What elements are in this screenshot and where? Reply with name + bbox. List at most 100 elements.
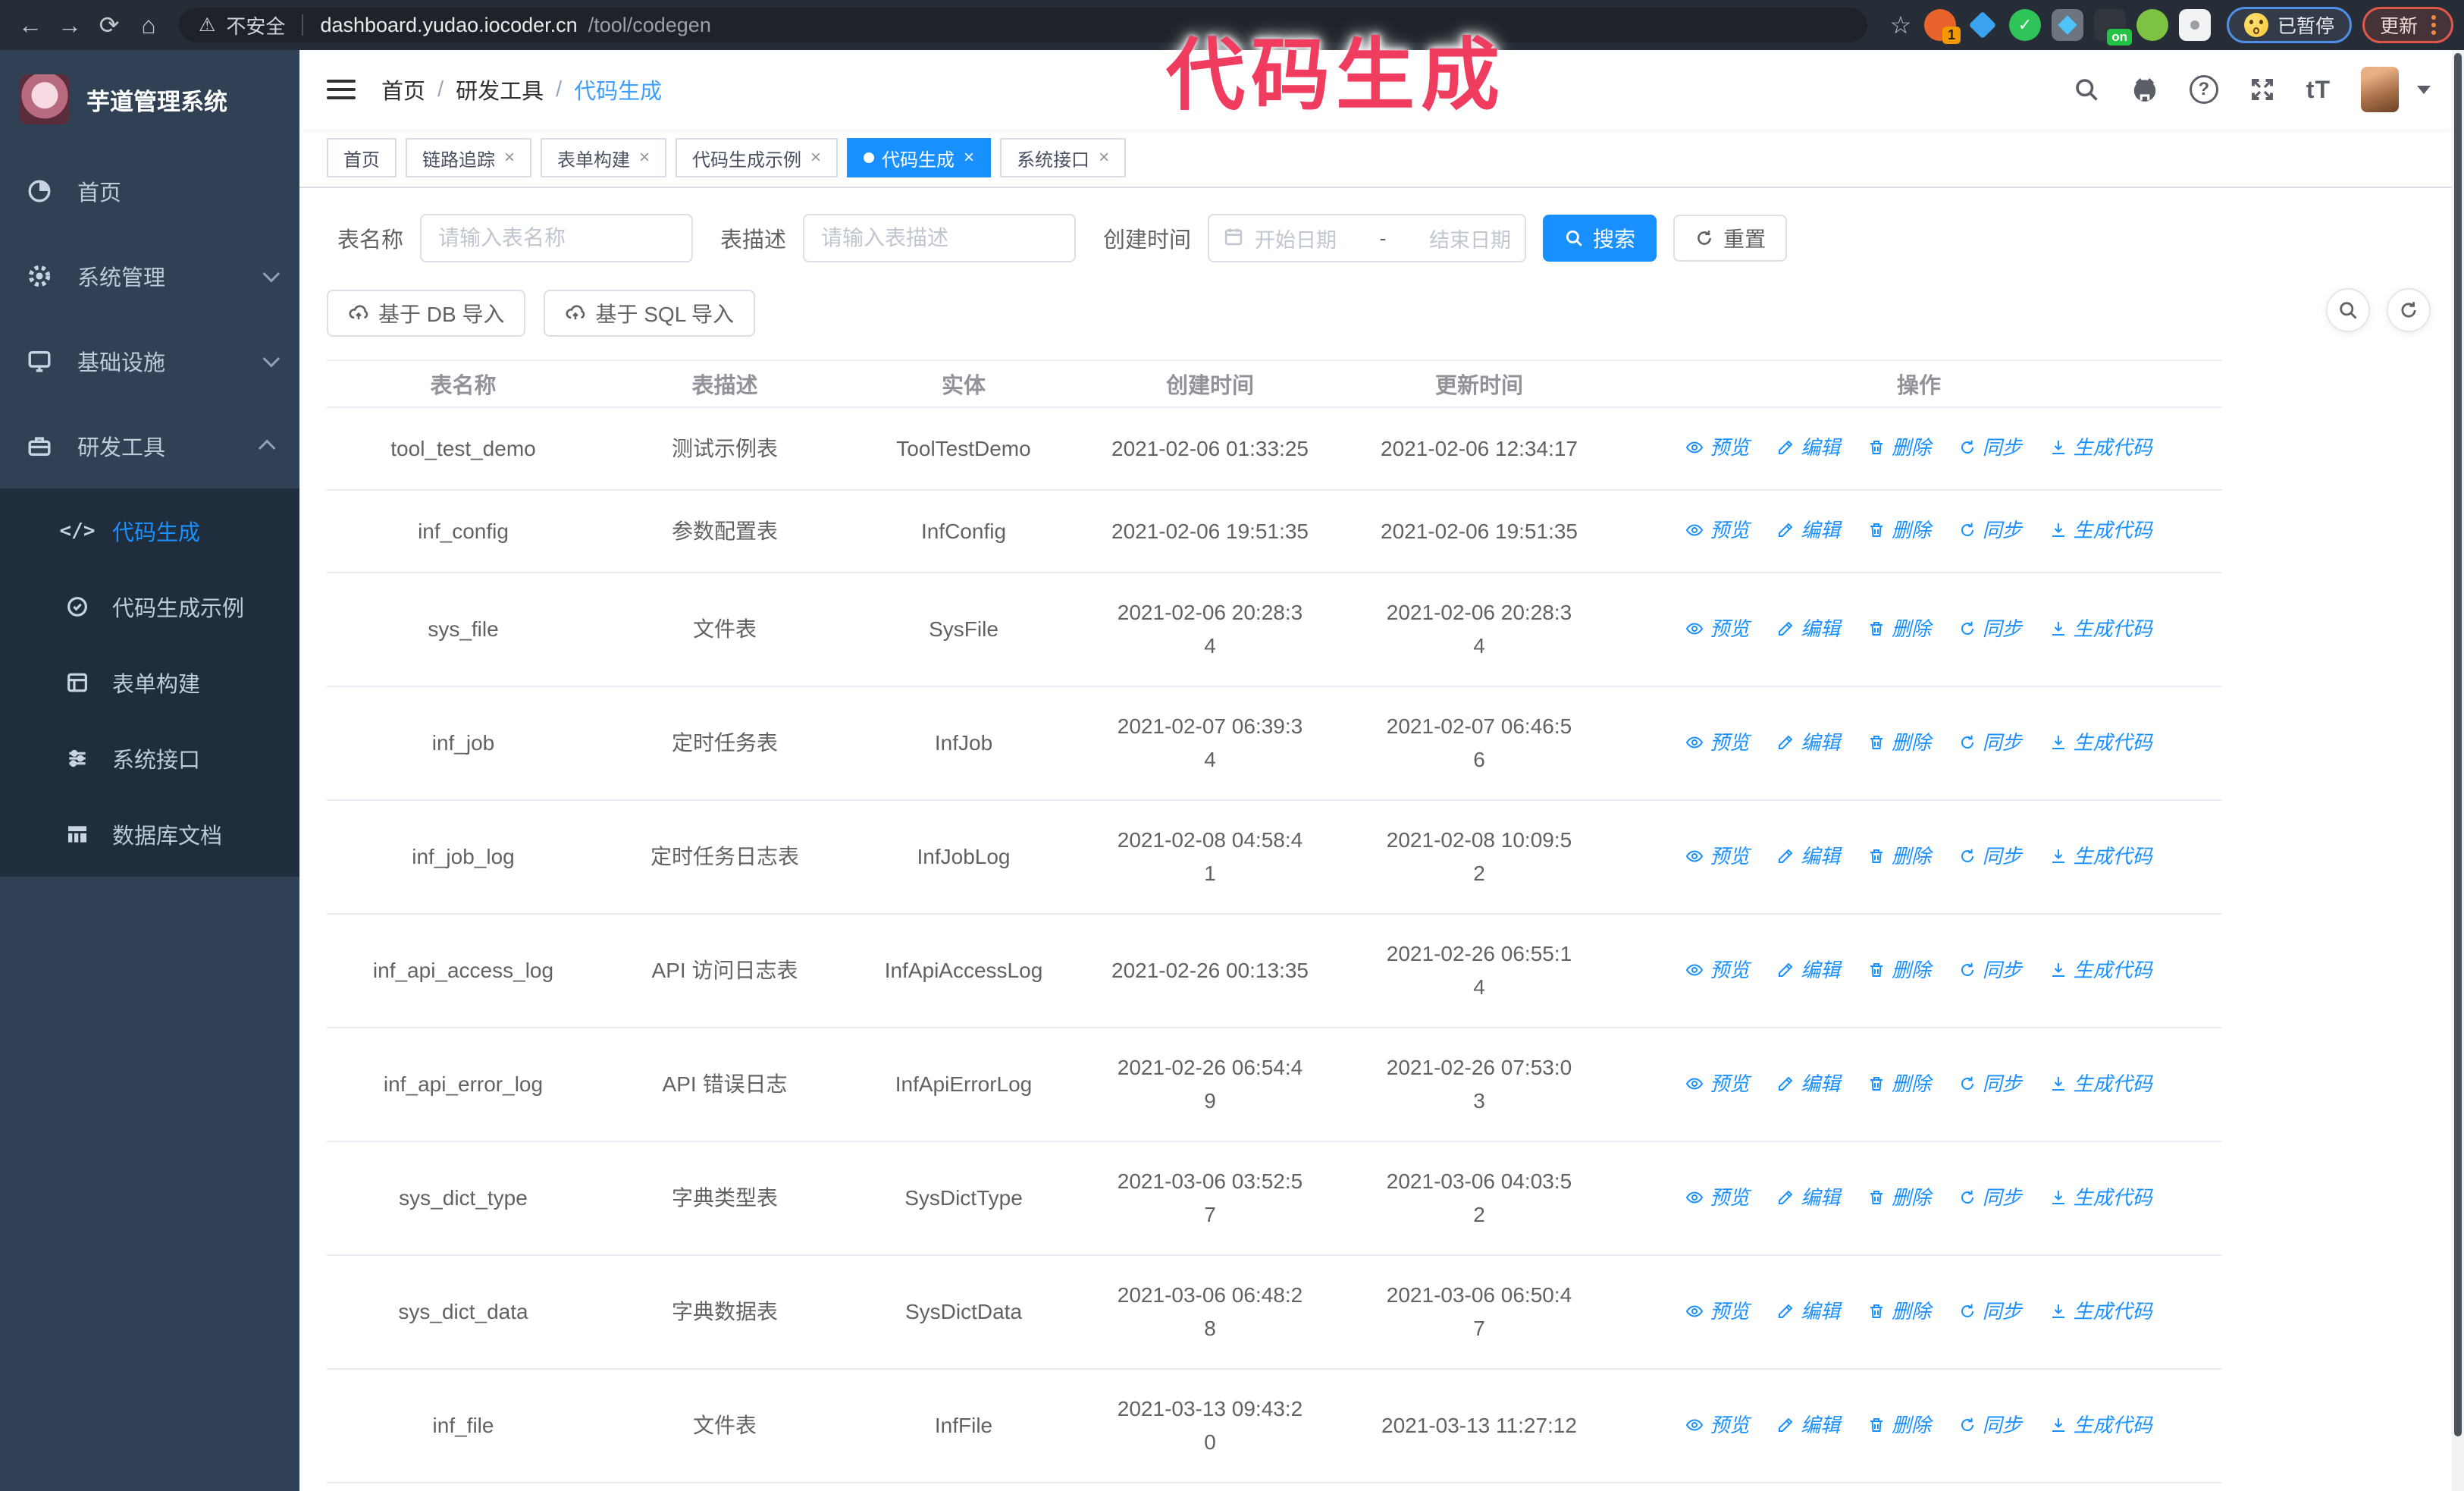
sync-link[interactable]: 同步 [1958,953,2022,987]
bookmark-star-icon[interactable]: ☆ [1889,11,1912,39]
preview-link[interactable]: 预览 [1685,431,1749,464]
sync-link[interactable]: 同步 [1958,840,2022,873]
sidebar-item-infra[interactable]: 基础设施 [0,319,299,403]
delete-link[interactable]: 删除 [1867,431,1931,464]
delete-link[interactable]: 删除 [1867,1067,1931,1100]
preview-link[interactable]: 预览 [1685,612,1749,645]
preview-link[interactable]: 预览 [1685,1408,1749,1442]
hamburger-icon[interactable] [327,80,356,99]
update-chrome-pill[interactable]: 更新 [2362,7,2453,43]
generate-code-link[interactable]: 生成代码 [2049,953,2152,987]
preview-link[interactable]: 预览 [1685,953,1749,987]
home-icon[interactable]: ⌂ [141,11,156,39]
edit-link[interactable]: 编辑 [1776,726,1840,759]
vertical-scrollbar-track[interactable] [2452,50,2464,1491]
toggle-search-button[interactable] [2326,288,2370,332]
generate-code-link[interactable]: 生成代码 [2049,1181,2152,1214]
refresh-button[interactable] [2387,288,2431,332]
delete-link[interactable]: 删除 [1867,513,1931,547]
edit-link[interactable]: 编辑 [1776,513,1840,547]
preview-link[interactable]: 预览 [1685,1067,1749,1100]
vertical-scrollbar-thumb[interactable] [2454,53,2462,1436]
delete-link[interactable]: 删除 [1867,726,1931,759]
tab[interactable]: 链路追踪 × [406,138,532,177]
extension-icon-puzzle[interactable] [2178,9,2211,41]
delete-link[interactable]: 删除 [1867,1181,1931,1214]
extension-icon-orange[interactable]: 1 [1923,9,1961,44]
tab-close-icon[interactable]: × [810,147,822,168]
delete-link[interactable]: 删除 [1867,953,1931,987]
sync-link[interactable]: 同步 [1958,431,2022,464]
tab-close-icon[interactable]: × [1099,147,1110,168]
reload-icon[interactable]: ⟳ [99,11,120,39]
table-name-input[interactable] [420,214,694,262]
chrome-menu-icon[interactable] [2431,15,2436,35]
extension-icon-dark[interactable]: on [2093,9,2132,46]
sync-link[interactable]: 同步 [1958,726,2022,759]
extension-icon-shield[interactable]: ✓ [2008,9,2041,41]
import-db-button[interactable]: 基于 DB 导入 [327,290,526,337]
edit-link[interactable]: 编辑 [1776,612,1840,645]
tab[interactable]: 代码生成 × [847,138,992,177]
tab[interactable]: 系统接口 × [1000,138,1127,177]
sync-link[interactable]: 同步 [1958,513,2022,547]
edit-link[interactable]: 编辑 [1776,840,1840,873]
generate-code-link[interactable]: 生成代码 [2049,513,2152,547]
sidebar-item-codegen[interactable]: </> 代码生成 [0,493,299,569]
sidebar-item-home[interactable]: 首页 [0,149,299,234]
sync-link[interactable]: 同步 [1958,1181,2022,1214]
app-logo-row[interactable]: 芋道管理系统 [0,50,299,149]
preview-link[interactable]: 预览 [1685,726,1749,759]
search-icon[interactable] [2073,76,2100,103]
preview-link[interactable]: 预览 [1685,1295,1749,1328]
breadcrumb-devtools[interactable]: 研发工具 [456,80,544,104]
generate-code-link[interactable]: 生成代码 [2049,840,2152,873]
extension-icon-green[interactable] [2136,9,2168,41]
sync-link[interactable]: 同步 [1958,612,2022,645]
paused-profile-pill[interactable]: 已暂停 [2226,7,2352,43]
sidebar-item-form-builder[interactable]: 表单构建 [0,645,299,720]
edit-link[interactable]: 编辑 [1776,953,1840,987]
sidebar-item-db-doc[interactable]: 数据库文档 [0,796,299,872]
tab[interactable]: 表单构建 × [541,138,667,177]
generate-code-link[interactable]: 生成代码 [2049,431,2152,464]
sidebar-item-devtools[interactable]: 研发工具 [0,403,299,488]
generate-code-link[interactable]: 生成代码 [2049,1408,2152,1442]
tab-close-icon[interactable]: × [639,147,650,168]
sidebar-item-system[interactable]: 系统管理 [0,234,299,319]
sync-link[interactable]: 同步 [1958,1067,2022,1100]
edit-link[interactable]: 编辑 [1776,1181,1840,1214]
delete-link[interactable]: 删除 [1867,1408,1931,1442]
table-desc-input[interactable] [803,214,1077,262]
preview-link[interactable]: 预览 [1685,840,1749,873]
forward-icon[interactable]: → [58,11,82,39]
generate-code-link[interactable]: 生成代码 [2049,612,2152,645]
avatar-caret-icon[interactable] [2417,85,2431,94]
delete-link[interactable]: 删除 [1867,840,1931,873]
back-icon[interactable]: ← [18,11,42,39]
sidebar-item-codegen-demo[interactable]: 代码生成示例 [0,569,299,645]
edit-link[interactable]: 编辑 [1776,1408,1840,1442]
generate-code-link[interactable]: 生成代码 [2049,1295,2152,1328]
font-size-icon[interactable]: tT [2306,75,2331,103]
help-icon[interactable]: ? [2189,75,2218,104]
sidebar-item-api[interactable]: 系统接口 [0,720,299,796]
edit-link[interactable]: 编辑 [1776,1067,1840,1100]
extension-icon-toggles[interactable] [2051,9,2083,41]
import-sql-button[interactable]: 基于 SQL 导入 [544,290,756,337]
tab[interactable]: 代码生成示例 × [676,138,839,177]
fullscreen-icon[interactable] [2249,76,2276,103]
edit-link[interactable]: 编辑 [1776,431,1840,464]
breadcrumb-home[interactable]: 首页 [381,80,426,104]
generate-code-link[interactable]: 生成代码 [2049,726,2152,759]
tab-close-icon[interactable]: × [964,147,975,168]
tab-close-icon[interactable]: × [504,147,516,168]
date-range-picker[interactable]: 开始日期 - 结束日期 [1208,214,1527,262]
sync-link[interactable]: 同步 [1958,1408,2022,1442]
delete-link[interactable]: 删除 [1867,1295,1931,1328]
tab[interactable]: 首页 [327,138,397,177]
address-bar[interactable]: ⚠ 不安全 dashboard.yudao.iocoder.cn/tool/co… [179,8,1867,42]
sync-link[interactable]: 同步 [1958,1295,2022,1328]
github-icon[interactable] [2130,75,2159,104]
reset-button[interactable]: 重置 [1673,215,1788,262]
